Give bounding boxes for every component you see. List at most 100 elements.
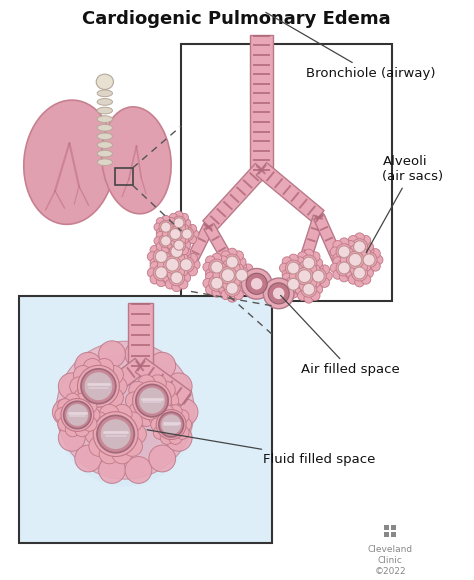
Circle shape	[182, 229, 192, 239]
Circle shape	[153, 264, 169, 281]
Circle shape	[149, 445, 176, 472]
Circle shape	[70, 377, 89, 396]
Circle shape	[304, 293, 314, 303]
Circle shape	[296, 267, 313, 285]
Polygon shape	[291, 191, 300, 202]
Circle shape	[223, 260, 233, 271]
Circle shape	[162, 229, 170, 237]
Circle shape	[348, 262, 358, 271]
Circle shape	[53, 398, 79, 426]
Circle shape	[364, 242, 374, 252]
Circle shape	[349, 253, 362, 266]
Ellipse shape	[97, 159, 112, 165]
Polygon shape	[118, 374, 127, 385]
Circle shape	[298, 252, 307, 262]
Circle shape	[167, 229, 175, 237]
Circle shape	[224, 254, 240, 270]
Circle shape	[303, 283, 315, 295]
Circle shape	[165, 253, 175, 263]
Circle shape	[330, 263, 340, 273]
Polygon shape	[146, 367, 155, 378]
Circle shape	[236, 269, 248, 281]
Circle shape	[174, 240, 184, 250]
Polygon shape	[211, 235, 220, 241]
Circle shape	[160, 266, 171, 277]
Circle shape	[230, 263, 240, 273]
Circle shape	[228, 266, 237, 276]
Circle shape	[219, 272, 228, 282]
Circle shape	[174, 218, 184, 228]
Circle shape	[165, 252, 175, 262]
Polygon shape	[257, 164, 267, 175]
Ellipse shape	[97, 90, 112, 97]
Circle shape	[224, 280, 240, 296]
Polygon shape	[329, 247, 338, 253]
Circle shape	[306, 264, 317, 274]
Polygon shape	[137, 360, 146, 372]
Circle shape	[241, 269, 272, 299]
Circle shape	[348, 247, 358, 256]
Circle shape	[169, 270, 185, 286]
Polygon shape	[131, 313, 150, 316]
Circle shape	[191, 260, 200, 270]
Circle shape	[273, 288, 284, 299]
Circle shape	[357, 248, 367, 258]
Polygon shape	[135, 360, 145, 371]
Polygon shape	[253, 35, 270, 37]
Circle shape	[233, 270, 243, 280]
Circle shape	[133, 381, 172, 420]
Circle shape	[178, 253, 188, 263]
Polygon shape	[253, 92, 270, 95]
Circle shape	[85, 408, 100, 422]
Circle shape	[149, 352, 176, 379]
Circle shape	[169, 405, 182, 418]
Circle shape	[178, 280, 188, 289]
Circle shape	[221, 278, 231, 288]
Circle shape	[156, 277, 166, 287]
Circle shape	[188, 235, 197, 244]
Circle shape	[73, 388, 92, 407]
Circle shape	[211, 261, 223, 273]
Circle shape	[287, 278, 300, 290]
Circle shape	[99, 456, 126, 483]
Circle shape	[216, 277, 226, 287]
Polygon shape	[325, 237, 333, 242]
Polygon shape	[255, 165, 266, 175]
Polygon shape	[303, 249, 312, 253]
Circle shape	[310, 264, 320, 274]
Circle shape	[169, 223, 178, 231]
Polygon shape	[173, 387, 182, 398]
Circle shape	[323, 271, 332, 281]
Circle shape	[183, 222, 191, 230]
Circle shape	[159, 220, 173, 234]
Circle shape	[105, 388, 123, 407]
Circle shape	[171, 272, 182, 284]
Circle shape	[163, 273, 173, 282]
Circle shape	[310, 278, 320, 288]
Polygon shape	[253, 169, 270, 171]
Polygon shape	[253, 121, 270, 123]
Circle shape	[213, 270, 223, 280]
Polygon shape	[100, 387, 109, 398]
Circle shape	[364, 264, 374, 274]
Circle shape	[165, 268, 175, 278]
Circle shape	[280, 280, 289, 289]
Circle shape	[223, 280, 233, 290]
Circle shape	[358, 249, 367, 258]
Circle shape	[352, 265, 367, 281]
Polygon shape	[249, 172, 259, 182]
Circle shape	[246, 273, 267, 294]
Circle shape	[172, 282, 182, 292]
Circle shape	[212, 271, 222, 281]
Ellipse shape	[24, 100, 115, 224]
Circle shape	[303, 257, 315, 269]
Circle shape	[100, 419, 130, 449]
Circle shape	[289, 288, 298, 298]
Polygon shape	[224, 258, 233, 264]
Circle shape	[295, 270, 305, 280]
Circle shape	[180, 224, 189, 233]
Circle shape	[89, 412, 109, 432]
Circle shape	[360, 255, 370, 265]
Circle shape	[177, 259, 188, 270]
Circle shape	[178, 267, 188, 276]
